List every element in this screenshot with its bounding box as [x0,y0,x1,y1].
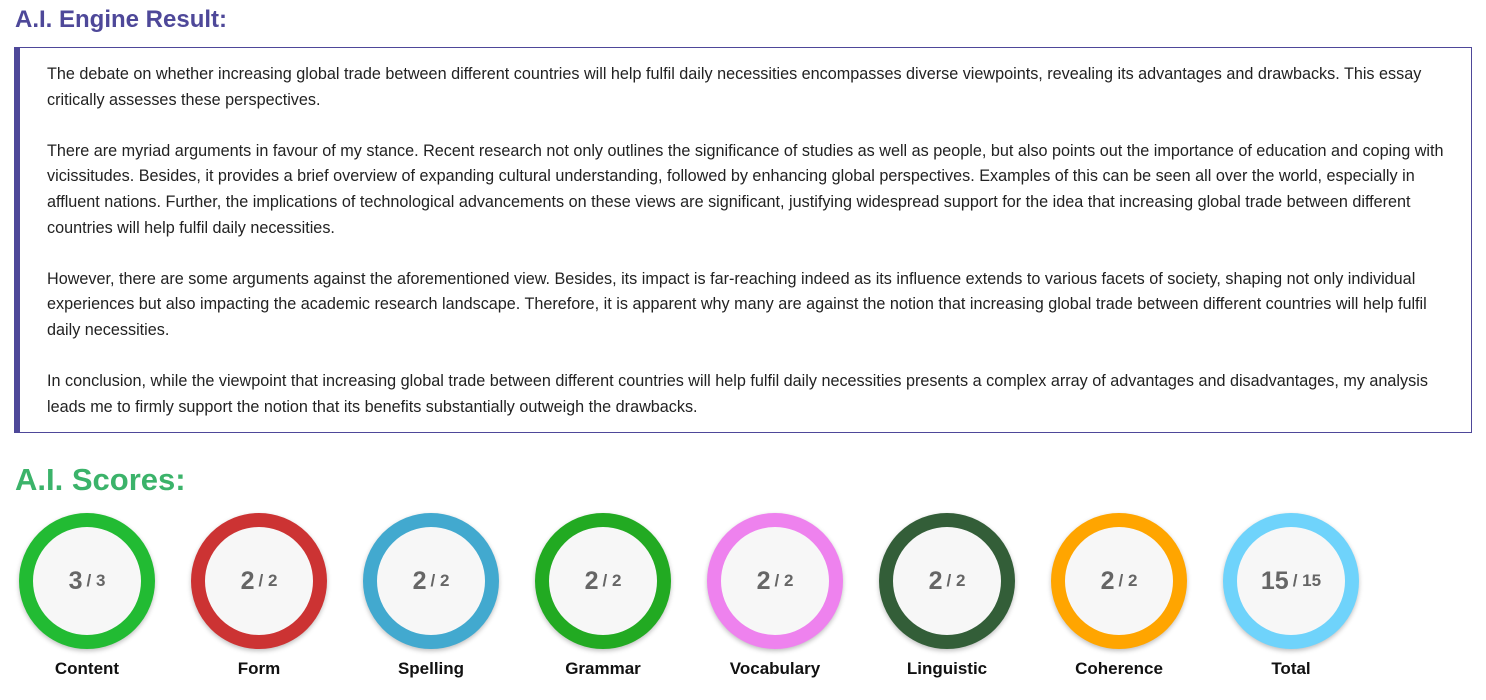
essay-paragraph: The debate on whether increasing global … [47,65,1422,109]
score-max: / 15 [1292,571,1322,590]
score-ring: 2/ 2 [879,513,1015,649]
score-grammar: 2/ 2 Grammar [535,513,671,679]
score-value: 3 [68,566,83,595]
score-value: 2 [240,566,255,595]
score-spelling: 2/ 2 Spelling [363,513,499,679]
score-label: Grammar [565,659,641,678]
score-value: 15 [1260,566,1289,595]
scores-heading: A.I. Scores: [15,462,186,497]
score-max: / 2 [1118,571,1138,590]
score-linguistic: 2/ 2 Linguistic [879,513,1015,679]
essay-paragraph: In conclusion, while the viewpoint that … [47,372,1428,416]
score-max: / 2 [430,571,450,590]
score-max: / 2 [602,571,622,590]
essay-paragraph: However, there are some arguments agains… [47,269,1427,339]
score-total: 15/ 15 Total [1223,513,1359,679]
score-label: Content [54,659,120,678]
score-value: 2 [756,566,771,595]
score-label: Vocabulary [729,659,821,678]
engine-result-heading: A.I. Engine Result: [15,6,228,33]
score-ring: 2/ 2 [535,513,671,649]
score-value: 2 [1100,566,1115,595]
score-max: / 2 [774,571,794,590]
score-ring: 3/ 3 [19,513,155,649]
score-value: 2 [412,566,427,595]
score-ring: 2/ 2 [191,513,327,649]
score-label: Linguistic [906,659,988,678]
score-max: / 3 [86,571,106,590]
score-coherence: 2/ 2 Coherence [1051,513,1187,679]
essay-result-box: The debate on whether increasing global … [14,47,1472,433]
score-form: 2/ 2 Form [191,513,327,679]
score-value: 2 [928,566,943,595]
score-max: / 2 [258,571,278,590]
score-max: / 2 [946,571,966,590]
score-value: 2 [584,566,599,595]
score-label: Coherence [1075,659,1163,678]
score-label: Spelling [397,659,465,678]
score-ring: 2/ 2 [707,513,843,649]
score-ring: 2/ 2 [1051,513,1187,649]
score-ring: 2/ 2 [363,513,499,649]
score-content: 3/ 3 Content [19,513,155,679]
score-label: Total [1271,659,1311,678]
score-label: Form [237,659,281,678]
essay-paragraph: There are myriad arguments in favour of … [47,141,1444,237]
score-vocabulary: 2/ 2 Vocabulary [707,513,843,679]
score-ring: 15/ 15 [1223,513,1359,649]
